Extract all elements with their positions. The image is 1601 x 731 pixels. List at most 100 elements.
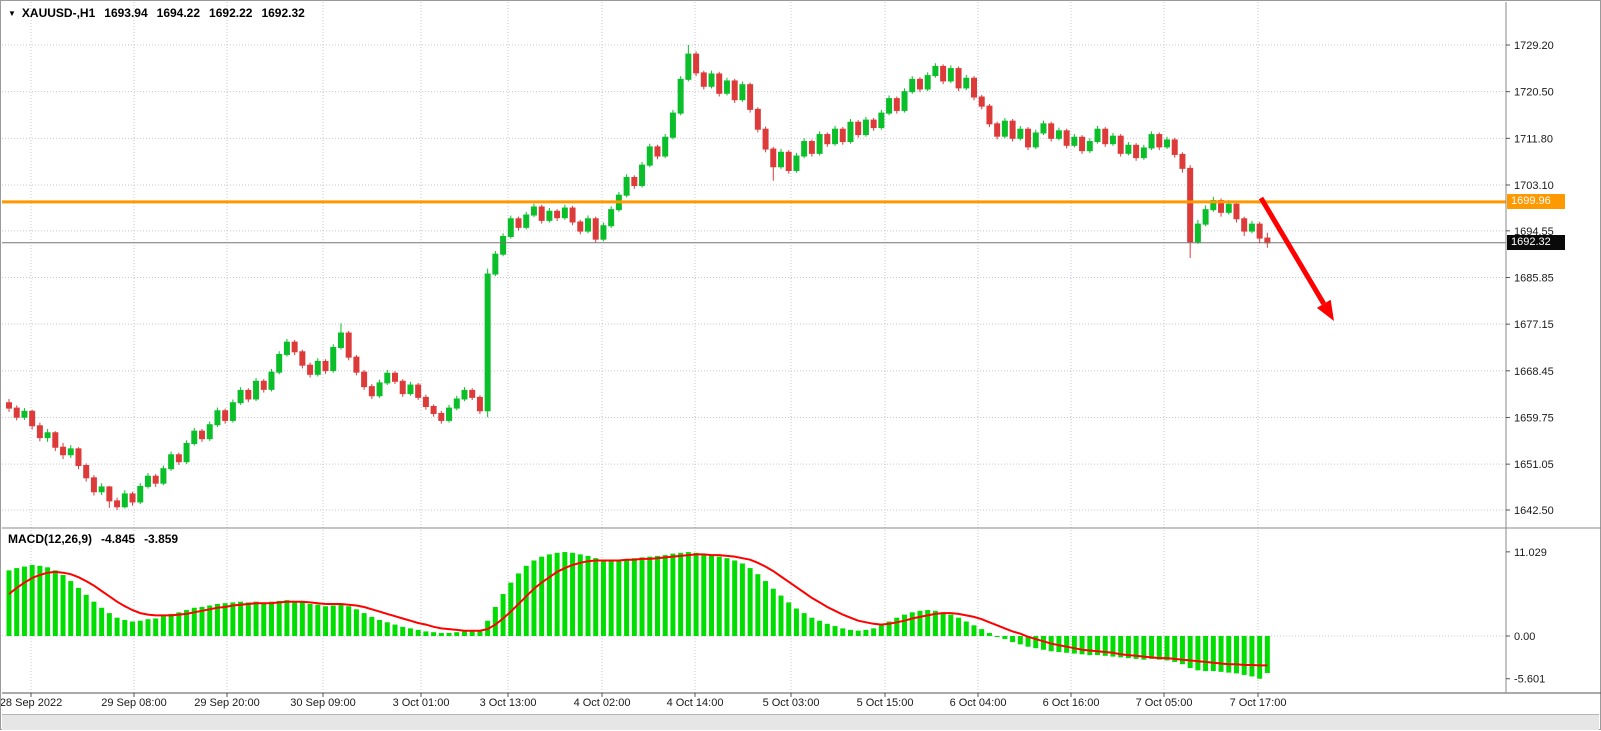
macd-histogram-bar — [461, 631, 467, 636]
time-label: 5 Oct 15:00 — [857, 697, 914, 709]
candle-body — [1233, 203, 1240, 220]
candle-body — [1133, 144, 1140, 159]
macd-histogram-bar — [106, 613, 112, 636]
candle-body — [214, 410, 221, 426]
candle-body — [245, 389, 252, 400]
candle-body — [963, 77, 970, 89]
down-arrow-head[interactable] — [1316, 299, 1334, 321]
candle-body — [83, 464, 90, 479]
macd-histogram-bar — [1040, 636, 1046, 650]
macd-histogram-bar — [1187, 636, 1193, 669]
candle-body — [1048, 123, 1055, 139]
candle-body — [693, 53, 700, 74]
candle-body — [878, 112, 885, 129]
candle-body — [399, 380, 406, 395]
macd-histogram-bar — [763, 581, 769, 636]
macd-histogram-bar — [678, 552, 684, 636]
candle-body — [476, 396, 483, 412]
candle-body — [1094, 128, 1101, 143]
macd-histogram-bar — [145, 619, 151, 636]
candle-body — [569, 207, 576, 223]
horizontal-scrollbar[interactable] — [2, 714, 1599, 730]
macd-histogram-bar — [276, 600, 282, 636]
candle-body — [6, 402, 12, 409]
candle-body — [839, 128, 846, 143]
candle-body — [1264, 237, 1271, 244]
macd-histogram-bar — [1218, 636, 1224, 672]
time-label: 7 Oct 17:00 — [1230, 697, 1287, 709]
candle-body — [901, 91, 908, 111]
candle-body — [191, 430, 198, 444]
candle-body — [1032, 132, 1039, 148]
candle-body — [500, 235, 507, 255]
candle-body — [932, 65, 939, 77]
candle-body — [144, 475, 151, 487]
macd-histogram-bar — [662, 555, 668, 636]
macd-histogram-bar — [68, 581, 74, 636]
hline-price-text: 1699.96 — [1511, 195, 1551, 208]
ohlc-low: 1692.22 — [209, 6, 253, 20]
candle-body — [1202, 209, 1209, 225]
candle-body — [785, 151, 792, 172]
macd-histogram-bar — [1102, 636, 1108, 656]
down-arrow-line[interactable] — [1258, 196, 1326, 306]
candle-body — [669, 112, 676, 138]
hline-price-badge[interactable]: 1699.96 — [1507, 194, 1565, 210]
macd-histogram-bar — [230, 602, 236, 636]
candle-body — [778, 151, 784, 168]
macd-histogram-bar — [338, 603, 344, 636]
candle-body — [855, 121, 862, 136]
macd-histogram-bar — [469, 630, 475, 636]
candle-body — [1171, 139, 1178, 155]
candle-body — [291, 341, 298, 353]
macd-histogram-bar — [253, 601, 259, 636]
macd-histogram-bar — [1195, 636, 1201, 671]
macd-histogram-bar — [407, 628, 413, 636]
macd-histogram-bar — [199, 607, 205, 636]
expand-triangle-icon[interactable]: ▼ — [8, 8, 16, 18]
macd-histogram-bar — [971, 625, 977, 636]
candle-body — [175, 454, 182, 463]
candle-body — [554, 210, 561, 219]
candle-body — [978, 96, 985, 107]
candle-body — [1079, 136, 1086, 152]
candle-body — [152, 475, 159, 484]
macd-histogram-bar — [1156, 636, 1162, 660]
candle-body — [685, 53, 692, 80]
time-label: 4 Oct 14:00 — [667, 697, 724, 709]
candle-body — [585, 218, 591, 232]
macd-histogram-bar — [963, 621, 969, 636]
time-label: 29 Sep 20:00 — [194, 697, 259, 709]
macd-histogram-bar — [801, 613, 807, 636]
candle-body — [808, 141, 815, 154]
candle-body — [1017, 128, 1024, 139]
macd-histogram-bar — [492, 607, 498, 636]
candle-body — [469, 389, 476, 398]
candle-body — [52, 432, 59, 448]
macd-histogram-bar — [130, 621, 136, 636]
macd-indicator-label: MACD(12,26,9) -4.845 -3.859 — [8, 532, 178, 546]
macd-histogram-bar — [994, 636, 1000, 637]
macd-histogram-bar — [1249, 636, 1255, 677]
macd-histogram-bar — [1087, 636, 1093, 656]
macd-histogram-bar — [546, 554, 552, 636]
macd-histogram-bar — [925, 610, 931, 636]
candle-body — [392, 372, 398, 382]
candle-body — [137, 485, 144, 503]
macd-histogram-bar — [1141, 636, 1147, 660]
macd-histogram-bar — [956, 617, 962, 636]
macd-histogram-bar — [1164, 636, 1170, 661]
macd-histogram-bar — [261, 602, 267, 636]
macd-histogram-bar — [809, 617, 815, 636]
time-label: 6 Oct 16:00 — [1043, 697, 1100, 709]
candle-body — [955, 68, 962, 89]
macd-histogram-bar — [45, 567, 51, 636]
macd-histogram-bar — [1149, 636, 1155, 659]
macd-histogram-bar — [616, 559, 622, 636]
price-tick-label: 1711.80 — [1514, 133, 1553, 145]
candle-body — [716, 73, 723, 94]
candle-body — [260, 380, 267, 390]
candle-body — [1001, 120, 1008, 137]
